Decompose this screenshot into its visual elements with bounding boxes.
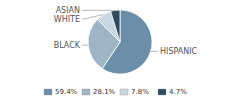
legend-swatch [82,89,90,95]
legend-swatch [120,89,128,95]
legend-label: 59.4% [55,88,78,96]
category-label: ASIAN [56,6,80,15]
leader-line [151,51,158,52]
category-label: BLACK [54,41,81,50]
chart: HISPANIC BLACK WHITEASIAN 59.4% 28.1% 7.8% 4.7… [0,0,240,100]
category-label: WHITE [54,15,80,24]
pie [88,10,152,74]
pie-slice [111,10,120,42]
legend-swatch [158,89,166,95]
leader-line [82,15,104,20]
category-label: HISPANIC [160,47,198,56]
leader-line [82,10,115,11]
legend-swatch [44,89,52,95]
annotations: HISPANIC BLACK WHITEASIAN [54,6,198,56]
legend-label: 7.8% [131,88,149,96]
legend-label: 4.7% [169,88,187,96]
legend-label: 28.1% [93,88,116,96]
legend: 59.4% 28.1% 7.8% 4.7% [44,88,187,96]
leader-line [82,45,88,46]
